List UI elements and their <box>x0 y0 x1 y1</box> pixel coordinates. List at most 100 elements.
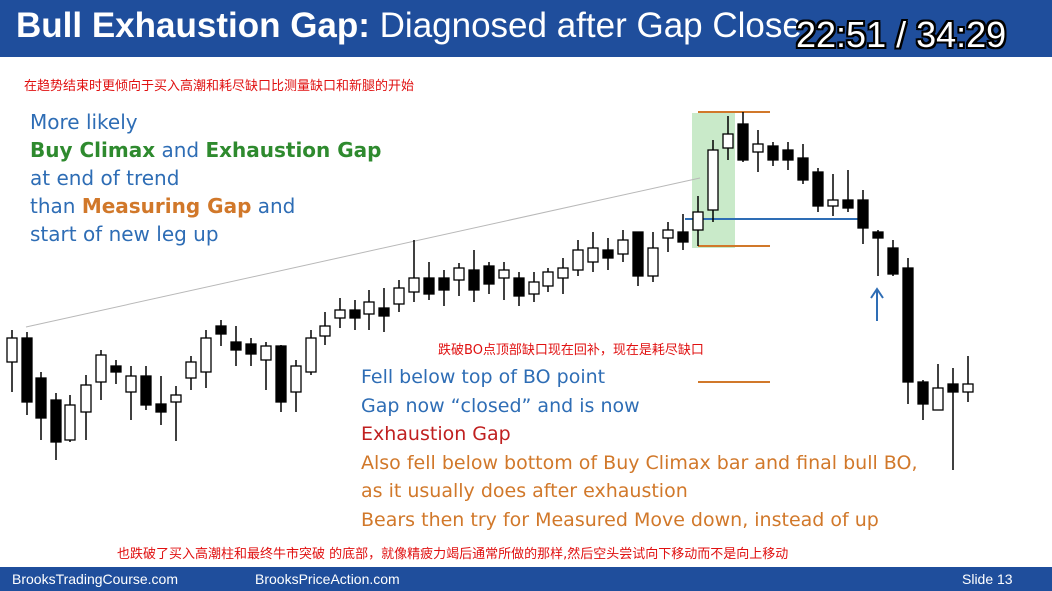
cn-annotation-mid: 跌破BO点顶部缺口现在回补，现在是耗尽缺口 <box>438 343 704 358</box>
bear-candle <box>872 231 884 239</box>
cn-annotation-bottom: 也跌破了买入高潮柱和最终牛市突破 的底部，就像精疲力竭后通常所做的那样,然后空头… <box>117 547 789 562</box>
bull-candle <box>185 361 197 379</box>
buy-climax-label: Buy Climax <box>30 138 156 162</box>
bull-candle <box>453 267 465 281</box>
candlesticks <box>6 112 974 470</box>
footer-mid-link[interactable]: BrooksPriceAction.com <box>255 571 400 587</box>
bear-candle <box>917 381 929 405</box>
left-line-1: More likely <box>30 110 138 134</box>
left-text-block: More likely Buy Climax and Exhaustion Ga… <box>30 108 381 248</box>
bear-candle <box>513 277 525 297</box>
bull-candle <box>647 247 659 277</box>
bull-candle <box>6 337 18 363</box>
bear-candle <box>349 309 361 319</box>
bull-candle <box>707 149 719 211</box>
bear-candle <box>947 383 959 393</box>
bear-candle <box>812 171 824 207</box>
bear-candle <box>842 199 854 209</box>
left-line-5: start of new leg up <box>30 222 219 246</box>
bear-candle <box>632 231 644 277</box>
bull-candle <box>170 394 182 403</box>
left-line-2: Buy Climax and Exhaustion Gap <box>30 136 381 164</box>
mid-line-4: Also fell below bottom of Buy Climax bar… <box>361 451 918 474</box>
bull-candle <box>319 325 331 337</box>
slide-number: Slide 13 <box>962 571 1013 587</box>
bear-candle <box>35 377 47 419</box>
mid-line-2: Gap now “closed” and is now <box>361 394 640 417</box>
bear-candle <box>902 267 914 383</box>
bear-candle <box>378 307 390 317</box>
bear-candle <box>767 145 779 161</box>
bear-candle <box>245 343 257 355</box>
bear-candle <box>797 157 809 181</box>
bear-candle <box>737 123 749 161</box>
measuring-gap-label: Measuring Gap <box>81 194 252 218</box>
bull-candle <box>617 239 629 255</box>
bull-candle <box>572 249 584 271</box>
bull-candle <box>200 337 212 373</box>
and-label-2: and <box>251 194 296 218</box>
bull-candle <box>408 277 420 293</box>
bull-candle <box>498 269 510 279</box>
bear-candle <box>155 403 167 413</box>
bear-candle <box>21 337 33 403</box>
footer-bar: BrooksTradingCourse.com BrooksPriceActio… <box>0 567 1052 591</box>
bear-candle <box>110 365 122 373</box>
mid-line-1: Fell below top of BO point <box>361 366 606 388</box>
bull-candle <box>692 211 704 231</box>
bull-candle <box>334 309 346 319</box>
bear-candle <box>468 269 480 291</box>
footer-left-link[interactable]: BrooksTradingCourse.com <box>12 571 178 587</box>
left-line-4: than Measuring Gap and <box>30 192 381 220</box>
bull-candle <box>962 383 974 393</box>
bear-candle <box>602 249 614 259</box>
bear-candle <box>423 277 435 295</box>
bear-candle <box>275 345 287 403</box>
bull-candle <box>662 229 674 239</box>
left-line-3: at end of trend <box>30 166 180 190</box>
bear-candle <box>887 247 899 275</box>
title-bar <box>0 0 1052 57</box>
bull-candle <box>393 287 405 305</box>
trend-line <box>25 177 701 328</box>
bear-candle <box>782 149 794 161</box>
and-label: and <box>155 138 206 162</box>
title-bold: Bull Exhaustion Gap: <box>16 6 370 45</box>
bull-candle <box>64 404 76 441</box>
bull-candle <box>528 281 540 295</box>
bear-candle <box>483 265 495 285</box>
bull-candle <box>305 337 317 373</box>
bull-candle <box>827 199 839 207</box>
bull-candle <box>363 301 375 315</box>
mid-line-5: as it usually does after exhaustion <box>361 480 688 502</box>
mid-line-3: Exhaustion Gap <box>361 423 511 445</box>
bull-candle <box>752 143 764 153</box>
bull-candle <box>290 365 302 393</box>
bear-candle <box>140 375 152 406</box>
bear-candle <box>215 325 227 335</box>
mid-text-block: Fell below top of BO point Gap now “clos… <box>361 363 917 534</box>
than-label: than <box>30 194 82 218</box>
bull-candle <box>95 354 107 383</box>
mid-line-6: Bears then try for Measured Move down, i… <box>361 508 879 531</box>
bull-candle <box>260 345 272 361</box>
bull-candle <box>125 375 137 393</box>
bear-candle <box>857 199 869 229</box>
cn-annotation-top: 在趋势结束时更倾向于买入高潮和耗尽缺口比测量缺口和新腿的开始 <box>24 79 415 94</box>
exhaustion-gap-label: Exhaustion Gap <box>205 138 382 162</box>
bull-candle <box>722 133 734 149</box>
bear-candle <box>438 277 450 291</box>
bear-candle <box>50 399 62 443</box>
bull-candle <box>587 247 599 263</box>
title-rest: Diagnosed after Gap Close <box>369 6 802 45</box>
bull-candle <box>932 387 944 411</box>
arrow-head-icon <box>870 287 884 299</box>
bull-candle <box>542 271 554 287</box>
bear-candle <box>230 341 242 351</box>
bear-candle <box>677 231 689 243</box>
bull-candle <box>557 267 569 279</box>
slide-title: Bull Exhaustion Gap: Diagnosed after Gap… <box>16 6 802 46</box>
bull-candle <box>80 384 92 413</box>
video-timer: 22:51 / 34:29 <box>796 14 1007 55</box>
